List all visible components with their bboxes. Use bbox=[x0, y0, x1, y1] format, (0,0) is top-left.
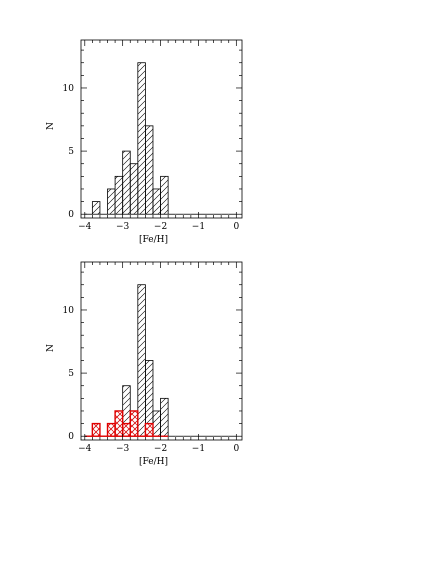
x-tick-label: −1 bbox=[192, 444, 205, 454]
plot-frame bbox=[80, 261, 243, 441]
x-tick-label: 0 bbox=[233, 444, 239, 454]
y-axis-label: N bbox=[46, 344, 56, 352]
histogram-bar bbox=[91, 201, 101, 215]
histogram-bar bbox=[152, 410, 161, 437]
histogram-bar bbox=[144, 125, 154, 215]
y-tick-label: 0 bbox=[68, 210, 74, 220]
histogram-bar bbox=[137, 284, 146, 437]
y-tick-label: 5 bbox=[68, 369, 74, 379]
histogram-bar bbox=[121, 422, 131, 437]
top-histogram-panel: −4 −3 −2 −1 0 0 5 10 [Fe/H] N bbox=[46, 39, 243, 245]
histogram-bar bbox=[137, 62, 146, 215]
y-tick-label: 10 bbox=[63, 84, 75, 94]
plot-frame bbox=[80, 39, 243, 219]
histogram-bar bbox=[152, 188, 161, 215]
x-tick-label: −4 bbox=[78, 444, 92, 454]
x-axis-label: [Fe/H] bbox=[139, 457, 168, 467]
series-0 bbox=[84, 62, 237, 215]
histogram-bar bbox=[144, 422, 154, 437]
series-0 bbox=[84, 284, 237, 437]
x-tick-label: −4 bbox=[78, 222, 92, 232]
histogram-bar bbox=[129, 163, 139, 215]
x-tick-label: −2 bbox=[154, 444, 167, 454]
histogram-bar bbox=[160, 175, 169, 215]
y-tick-label: 5 bbox=[68, 147, 74, 157]
histogram-bar bbox=[114, 175, 124, 215]
histogram-bar bbox=[91, 422, 101, 437]
bottom-histogram-panel: −4 −3 −2 −1 0 0 5 10 [Fe/H] N bbox=[46, 261, 243, 467]
y-axis-label: N bbox=[46, 122, 56, 130]
x-tick-label: −3 bbox=[116, 222, 130, 232]
series-1 bbox=[84, 410, 169, 437]
histogram-bar bbox=[129, 410, 139, 437]
y-tick-label: 0 bbox=[68, 432, 74, 442]
x-tick-label: 0 bbox=[233, 222, 239, 232]
x-tick-label: −2 bbox=[154, 222, 167, 232]
histogram-bar bbox=[160, 397, 169, 437]
x-axis-label: [Fe/H] bbox=[139, 235, 168, 245]
histogram-bar bbox=[122, 150, 131, 215]
histogram-bar bbox=[114, 410, 124, 437]
x-tick-label: −3 bbox=[116, 444, 130, 454]
y-tick-label: 10 bbox=[63, 306, 75, 316]
histogram-bar bbox=[106, 422, 116, 437]
x-tick-label: −1 bbox=[192, 222, 205, 232]
histogram-bar bbox=[107, 188, 116, 215]
